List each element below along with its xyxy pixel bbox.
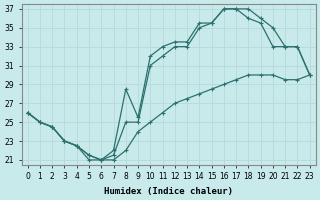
X-axis label: Humidex (Indice chaleur): Humidex (Indice chaleur) <box>104 187 233 196</box>
